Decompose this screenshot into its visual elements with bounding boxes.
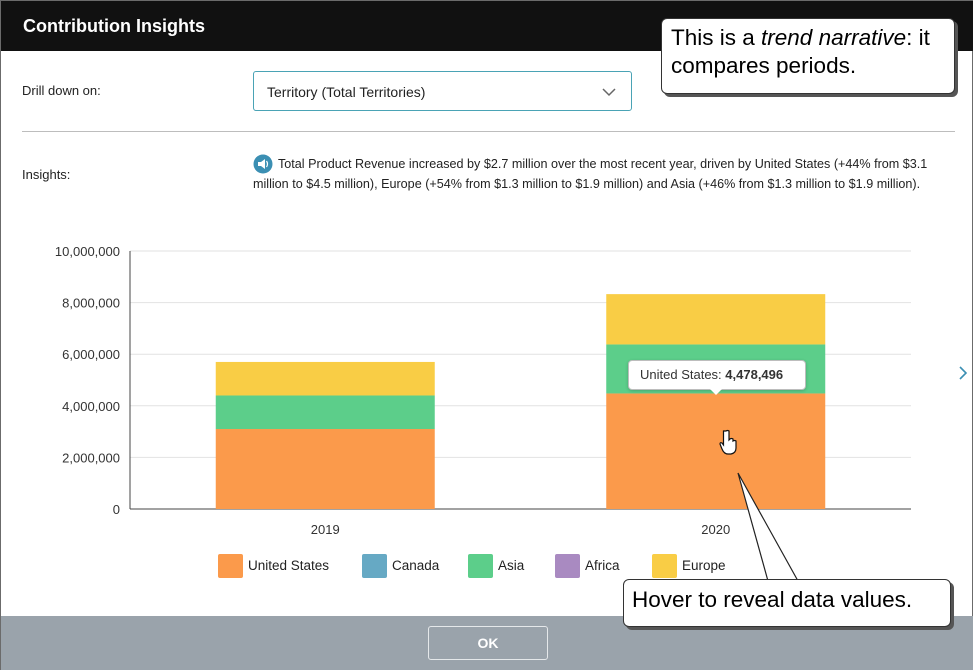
chart-svg: 0 2,000,000 4,000,000 6,000,000 8,000,000 10,… xyxy=(55,244,911,537)
callout-pointer xyxy=(737,472,800,582)
y-tick-label: 10,000,000 xyxy=(55,244,120,259)
callout-top-em: trend narrative xyxy=(761,25,907,50)
callout-top-pre: This is a xyxy=(671,25,762,50)
x-tick-label: 2020 xyxy=(701,522,730,537)
bar-segment xyxy=(606,393,826,509)
legend-swatch xyxy=(555,554,580,578)
drill-down-select-value: Territory (Total Territories) xyxy=(267,84,426,100)
drill-down-label: Drill down on: xyxy=(22,83,101,98)
tooltip-tail xyxy=(710,389,722,395)
hand-pointer-icon xyxy=(719,429,737,455)
legend-label: Europe xyxy=(682,558,726,573)
data-tooltip: United States: 4,478,496 xyxy=(628,360,806,390)
ok-button[interactable]: OK xyxy=(428,626,548,660)
insights-label: Insights: xyxy=(22,167,71,182)
legend-label: Africa xyxy=(585,558,620,573)
drill-down-select[interactable]: Territory (Total Territories) xyxy=(253,71,632,111)
chevron-down-icon xyxy=(602,88,616,97)
x-tick-label: 2019 xyxy=(311,522,340,537)
section-divider xyxy=(22,131,955,132)
y-tick-label: 4,000,000 xyxy=(62,399,120,414)
callout-top-line1: This is a trend narrative: it xyxy=(671,24,954,52)
dialog-title: Contribution Insights xyxy=(23,16,205,36)
y-tick-label: 0 xyxy=(113,502,120,517)
legend-swatch xyxy=(218,554,243,578)
revenue-chart: 0 2,000,000 4,000,000 6,000,000 8,000,000 10,… xyxy=(1,231,961,551)
legend-label: United States xyxy=(248,558,330,573)
legend-swatch xyxy=(362,554,387,578)
trend-narrative-callout: This is a trend narrative: it compares p… xyxy=(661,18,955,94)
tooltip-label: United States: xyxy=(640,367,722,382)
y-tick-label: 2,000,000 xyxy=(62,450,120,465)
tooltip-value: 4,478,496 xyxy=(725,367,784,382)
legend-label: Asia xyxy=(498,558,525,573)
chevron-right-icon[interactable] xyxy=(956,365,970,381)
callout-top-line2: compares periods. xyxy=(671,53,857,78)
bar-segment xyxy=(215,361,435,396)
callout-top-post: : it xyxy=(906,25,930,50)
legend-swatch xyxy=(468,554,493,578)
y-tick-label: 8,000,000 xyxy=(62,296,120,311)
hover-callout: Hover to reveal data values. xyxy=(623,579,951,627)
insights-narrative: Total Product Revenue increased by $2.7 … xyxy=(253,157,928,191)
bar-segment xyxy=(215,429,435,509)
bar-segment xyxy=(215,395,435,430)
bar-segment xyxy=(606,294,826,345)
y-tick-label: 6,000,000 xyxy=(62,347,120,362)
legend-swatch xyxy=(652,554,677,578)
speaker-icon[interactable] xyxy=(253,154,273,174)
legend-label: Canada xyxy=(392,558,440,573)
